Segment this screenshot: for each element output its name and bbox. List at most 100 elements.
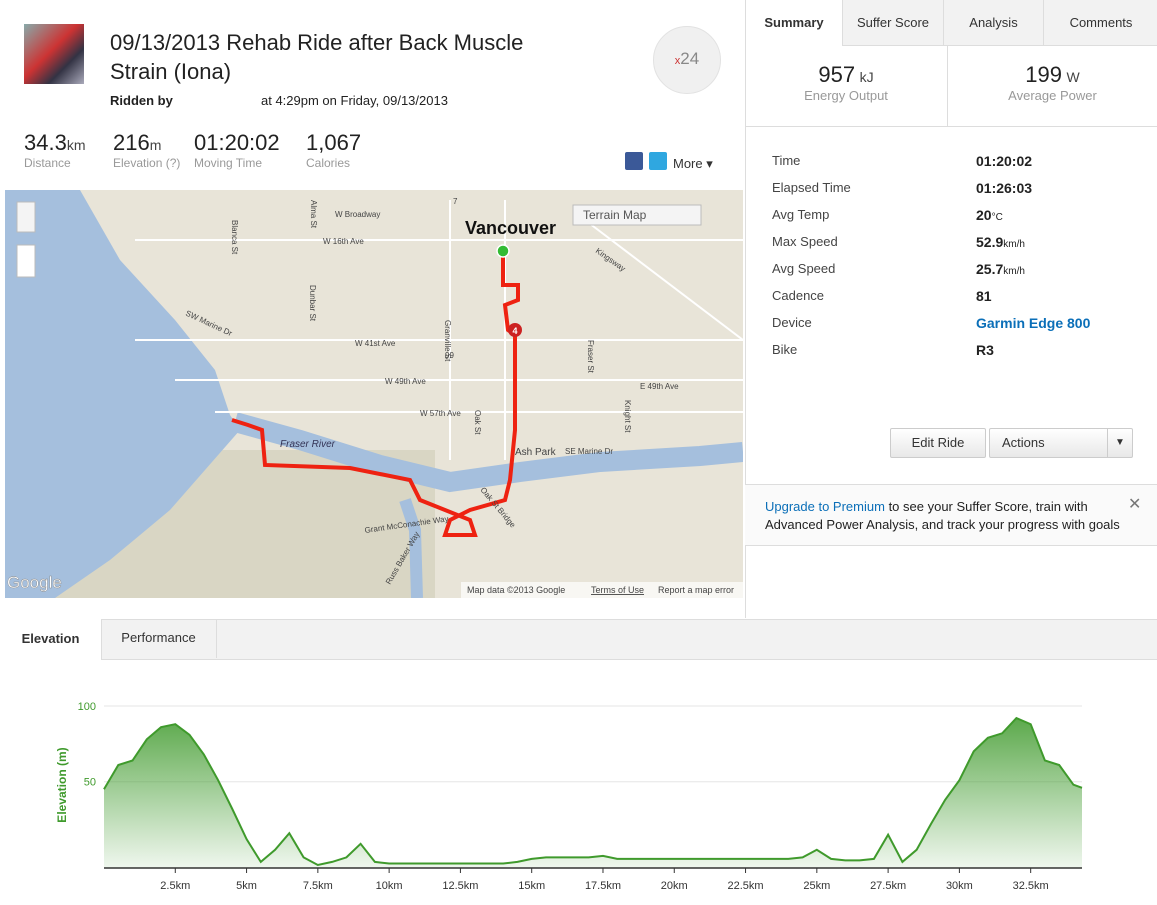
actions[interactable]: Actions ▼ (989, 428, 1133, 458)
detail-value-text: 20 (976, 207, 992, 223)
detail-unit: °C (991, 212, 1003, 223)
map-terms[interactable]: Terms of Use (591, 585, 644, 595)
map-label: Ash Park (515, 447, 557, 458)
map-label: Blanca St (230, 220, 239, 255)
twitter[interactable] (649, 152, 667, 170)
x-tick-label: 2.5km (160, 880, 190, 892)
map-city: Vancouver (465, 218, 556, 238)
map-label: Fraser River (280, 439, 336, 450)
detail-value-text: R3 (976, 342, 994, 358)
start-marker (496, 244, 510, 258)
badge[interactable]: x24 (653, 26, 721, 94)
badge-count: 24 (680, 49, 700, 68)
zoom-control[interactable] (16, 244, 36, 278)
badge-x: x (674, 55, 681, 67)
y-axis-label: Elevation (m) (55, 747, 69, 822)
premium-box (745, 484, 1157, 546)
stat-unit: km (66, 137, 86, 153)
map-label: SE Marine Dr (565, 447, 613, 456)
avatar[interactable] (24, 24, 84, 84)
detail-value-text: 81 (976, 288, 992, 304)
stat-label: Distance (24, 156, 71, 170)
energy-label: Energy Output (804, 88, 888, 103)
detail-value-text: Garmin Edge 800 (976, 315, 1091, 331)
x-tick-label: 25km (803, 880, 830, 892)
stat-label: Elevation (?) (113, 156, 181, 170)
more-text: More (673, 156, 703, 171)
power-label: Average Power (1008, 88, 1097, 103)
x-tick-label: 22.5km (728, 880, 764, 892)
detail-value-text: 01:26:03 (976, 180, 1033, 196)
detail-label: Time (772, 153, 801, 168)
detail-label: Cadence (772, 288, 825, 303)
facebook[interactable] (625, 152, 643, 170)
detail-value-text: 25.7 (976, 261, 1004, 277)
premium-text: Upgrade to Premium to see your Suffer Sc… (765, 498, 1135, 534)
detail-unit: km/h (1003, 239, 1025, 250)
energy: 957 kJ Energy Output (745, 62, 947, 103)
premium-link[interactable]: Upgrade to Premium (765, 499, 885, 514)
map-label: Oak St (473, 410, 482, 435)
actions-caret[interactable]: ▼ (1107, 429, 1132, 457)
power-unit: W (1066, 69, 1080, 85)
summary-box (745, 46, 1157, 127)
bottom-tabs-bar (0, 619, 1157, 660)
detail-unit: km/h (1003, 266, 1025, 277)
ride-time: at 4:29pm on Friday, 09/13/2013 (261, 93, 448, 108)
close[interactable]: ✕ (1128, 496, 1142, 513)
stat-unit: m (149, 137, 162, 153)
roads (135, 200, 743, 460)
stat-value: 1,067 (306, 130, 362, 155)
x-tick-label: 7.5km (303, 880, 333, 892)
edit-ride[interactable]: Edit Ride (890, 428, 986, 458)
x-tick-label: 15km (518, 880, 545, 892)
x-tick-label: 32.5km (1013, 880, 1049, 892)
map-label: W 16th Ave (323, 237, 364, 246)
detail-label: Device (772, 315, 812, 330)
map-label: W 57th Ave (420, 409, 461, 418)
tab[interactable]: Summary (745, 0, 842, 45)
power: 199 W Average Power (948, 62, 1157, 103)
tab[interactable]: Suffer Score (842, 0, 943, 46)
map-label: E 49th Ave (640, 382, 679, 391)
more[interactable]: More ▾ (673, 156, 713, 171)
map-report[interactable]: Report a map error (658, 585, 734, 595)
bottom-tab[interactable]: Performance (101, 619, 217, 658)
x-tick-label: 20km (661, 880, 688, 892)
river-arm (399, 498, 423, 598)
map-logo: Google (7, 573, 62, 592)
y-tick-label: 100 (78, 701, 96, 713)
map[interactable]: 4 Vancouver W Broadway W 16th Ave W 41st… (5, 190, 743, 598)
map-attribution: Map data ©2013 Google (467, 585, 565, 595)
map-label: W 41st Ave (355, 339, 396, 348)
map-label: 7 (453, 197, 458, 206)
stat: 216m Elevation (?) (113, 130, 180, 170)
stat-value: 216 (113, 130, 150, 155)
detail-value: 20°C (976, 207, 1003, 223)
x-tick-label: 17.5km (585, 880, 621, 892)
actions-text: Actions (1002, 435, 1045, 450)
detail-label: Bike (772, 342, 798, 357)
bottom-tab[interactable]: Elevation (0, 619, 102, 660)
detail-value: 01:20:02 (976, 153, 1032, 169)
map-label: Granville St (443, 320, 452, 362)
energy-value: 957 (818, 62, 856, 87)
map-label: Knight St (623, 400, 632, 433)
stat-value: 34.3 (24, 130, 67, 155)
detail-label: Elapsed Time (772, 180, 851, 195)
y-tick-label: 50 (84, 777, 96, 789)
map-type-select[interactable] (572, 204, 702, 226)
elevation-chart: Elevation (m) 50 100 2.5km 5km 7.5km 10km 12.5… (55, 701, 1083, 892)
detail-value: 01:26:03 (976, 180, 1032, 196)
map-label: W Broadway (335, 210, 380, 219)
tab[interactable]: Analysis (943, 0, 1043, 46)
stat: 01:20:02 Moving Time (194, 130, 280, 170)
detail-value: R3 (976, 342, 994, 358)
tab[interactable]: Comments (1043, 0, 1157, 46)
detail-value[interactable]: Garmin Edge 800 (976, 315, 1090, 331)
detail-label: Max Speed (772, 234, 838, 249)
map-label: W 49th Ave (385, 377, 426, 386)
pegman[interactable] (16, 201, 36, 233)
power-value: 199 (1025, 62, 1063, 87)
